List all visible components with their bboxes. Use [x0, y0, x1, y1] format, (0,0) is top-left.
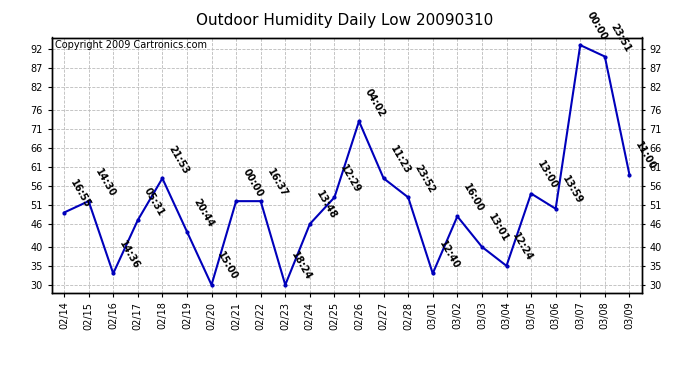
Text: 15:00: 15:00	[216, 250, 240, 282]
Text: Copyright 2009 Cartronics.com: Copyright 2009 Cartronics.com	[55, 40, 207, 50]
Text: 13:01: 13:01	[486, 212, 510, 244]
Text: 00:00: 00:00	[240, 166, 264, 198]
Text: 14:30: 14:30	[92, 166, 117, 198]
Text: 16:55: 16:55	[68, 178, 92, 210]
Text: 14:36: 14:36	[117, 239, 141, 271]
Text: 12:29: 12:29	[339, 163, 363, 195]
Text: 13:48: 13:48	[314, 189, 338, 221]
Text: 11:23: 11:23	[388, 144, 412, 176]
Text: Outdoor Humidity Daily Low 20090310: Outdoor Humidity Daily Low 20090310	[197, 13, 493, 28]
Text: 12:40: 12:40	[437, 239, 461, 271]
Text: 05:31: 05:31	[142, 186, 166, 218]
Text: 13:59: 13:59	[560, 174, 584, 206]
Text: 18:24: 18:24	[289, 250, 314, 282]
Text: 21:53: 21:53	[166, 144, 190, 176]
Text: 04:02: 04:02	[363, 87, 387, 118]
Text: 23:52: 23:52	[413, 163, 437, 195]
Text: 13:00: 13:00	[535, 159, 560, 191]
Text: 20:44: 20:44	[191, 197, 215, 229]
Text: 12:24: 12:24	[511, 231, 535, 263]
Text: 16:37: 16:37	[265, 166, 289, 198]
Text: 23:51: 23:51	[609, 22, 633, 54]
Text: 16:00: 16:00	[462, 182, 486, 214]
Text: 00:00: 00:00	[584, 10, 609, 42]
Text: 11:00: 11:00	[633, 140, 658, 172]
